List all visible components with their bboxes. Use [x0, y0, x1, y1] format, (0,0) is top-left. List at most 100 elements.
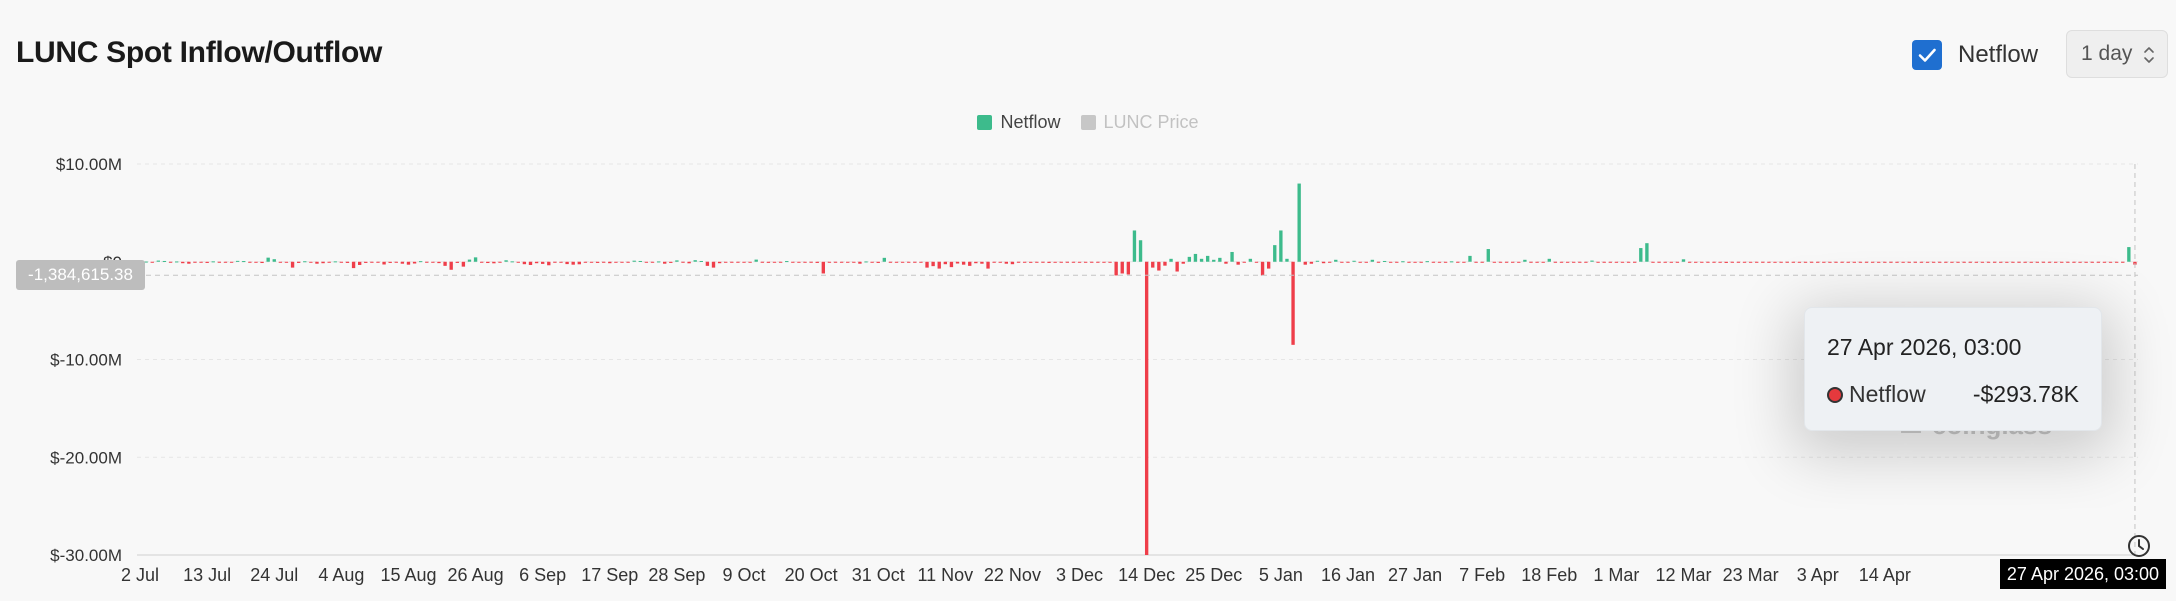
netflow-bar: [827, 261, 832, 263]
netflow-bar: [644, 261, 649, 263]
netflow-bar: [1157, 261, 1161, 271]
netflow-bar: [1199, 258, 1204, 262]
netflow-bar: [168, 261, 173, 263]
netflow-bar: [1730, 261, 1734, 263]
interval-select[interactable]: 1 day: [2066, 30, 2168, 78]
netflow-bar: [1700, 261, 1704, 263]
netflow-toggle[interactable]: Netflow: [1912, 38, 2038, 72]
netflow-bar: [2078, 261, 2082, 263]
netflow-bar: [620, 261, 624, 263]
netflow-bar: [2005, 261, 2009, 263]
check-icon: [1918, 48, 1936, 62]
x-axis-labels: 2 Jul 13 Jul 24 Jul 4 Aug 15 Aug 26 Aug 6 Sep 1…: [121, 565, 1911, 585]
netflow-bar: [1816, 261, 1820, 263]
netflow-bar: [1559, 261, 1564, 263]
netflow-bar: [846, 261, 850, 263]
netflow-bar: [370, 261, 374, 263]
netflow-bar: [1974, 261, 1979, 263]
legend-item-lunc-price[interactable]: LUNC Price: [1080, 112, 1199, 133]
netflow-bar: [907, 261, 911, 263]
netflow-bar: [1809, 261, 1814, 263]
netflow-bar: [1633, 261, 1637, 263]
netflow-bar: [1315, 260, 1320, 262]
netflow-bar: [528, 261, 533, 265]
netflow-bar: [1956, 261, 1960, 263]
netflow-bar: [1968, 261, 1972, 263]
netflow-bar: [1327, 261, 1332, 263]
netflow-bar: [663, 261, 667, 264]
netflow-bar: [510, 261, 514, 263]
netflow-bar: [1822, 261, 1826, 263]
netflow-bar: [2053, 261, 2058, 263]
netflow-bar: [1120, 261, 1124, 274]
netflow-bar: [541, 261, 545, 264]
netflow-bar: [760, 261, 764, 263]
netflow-bar: [791, 261, 795, 263]
netflow-bar: [1114, 261, 1118, 276]
netflow-bar: [296, 261, 301, 263]
netflow-bar: [675, 260, 679, 262]
netflow-bar: [199, 261, 203, 263]
netflow-bar: [1535, 261, 1539, 263]
netflow-bar: [1639, 248, 1643, 262]
netflow-bar: [626, 261, 630, 263]
netflow-bar: [815, 261, 819, 263]
netflow-bar: [1480, 261, 1484, 263]
netflow-bar: [638, 260, 642, 262]
chart-tooltip: 27 Apr 2026, 03:00 Netflow -$293.78K: [1804, 307, 2102, 431]
legend-item-netflow[interactable]: Netflow: [977, 112, 1061, 133]
netflow-bar: [150, 261, 154, 263]
legend-swatch-lunc-price: [1080, 115, 1096, 130]
netflow-bar: [1010, 261, 1015, 265]
netflow-bar: [1706, 261, 1710, 263]
netflow-bar: [1608, 261, 1612, 263]
netflow-bar: [1456, 261, 1460, 263]
netflow-bar: [1175, 261, 1179, 272]
netflow-bar: [1767, 261, 1771, 263]
netflow-bar: [473, 257, 478, 262]
netflow-bar: [1431, 261, 1436, 263]
netflow-bar: [2072, 261, 2076, 263]
netflow-bar: [589, 261, 594, 263]
netflow-bar: [650, 261, 655, 263]
netflow-bar: [272, 259, 276, 262]
netflow-bar: [315, 261, 319, 264]
netflow-bar: [1132, 230, 1137, 262]
netflow-bar: [1004, 261, 1009, 264]
legend-swatch-netflow: [977, 115, 993, 130]
netflow-bar: [858, 261, 862, 264]
netflow-bar: [449, 261, 453, 270]
netflow-bar: [1742, 261, 1747, 263]
netflow-bar: [1407, 261, 1411, 263]
netflow-checkbox[interactable]: [1912, 40, 1942, 70]
netflow-bar: [1517, 261, 1521, 263]
netflow-bar: [1352, 260, 1356, 262]
netflow-bar: [278, 261, 283, 263]
netflow-bar: [1846, 261, 1850, 263]
netflow-bar: [1022, 261, 1027, 263]
chart-settings-button[interactable]: [2122, 529, 2156, 563]
y-tick-label: $-10.00M: [50, 351, 122, 370]
netflow-bar: [1285, 258, 1289, 262]
netflow-bar: [1041, 261, 1045, 263]
netflow-bar: [1254, 261, 1259, 263]
x-tick-label: 11 Nov: [917, 565, 973, 585]
netflow-bar: [1645, 243, 1649, 262]
netflow-bar: [1907, 261, 1911, 263]
netflow-bar: [1681, 259, 1686, 262]
netflow-bar: [1273, 245, 1277, 262]
netflow-bar: [1388, 261, 1393, 263]
netflow-bar: [2090, 261, 2094, 263]
netflow-bar: [1797, 261, 1802, 263]
tooltip-series-value: -$293.78K: [1972, 381, 2079, 407]
netflow-bar: [1144, 261, 1149, 555]
netflow-bar: [736, 261, 740, 263]
netflow-bars: [138, 183, 2137, 555]
netflow-bar: [309, 261, 313, 263]
chart-legend: Netflow LUNC Price: [0, 112, 2176, 133]
netflow-bar: [1864, 261, 1869, 263]
netflow-bar: [2121, 261, 2125, 263]
x-tick-label: 17 Sep: [581, 565, 638, 585]
netflow-bar: [181, 261, 185, 264]
